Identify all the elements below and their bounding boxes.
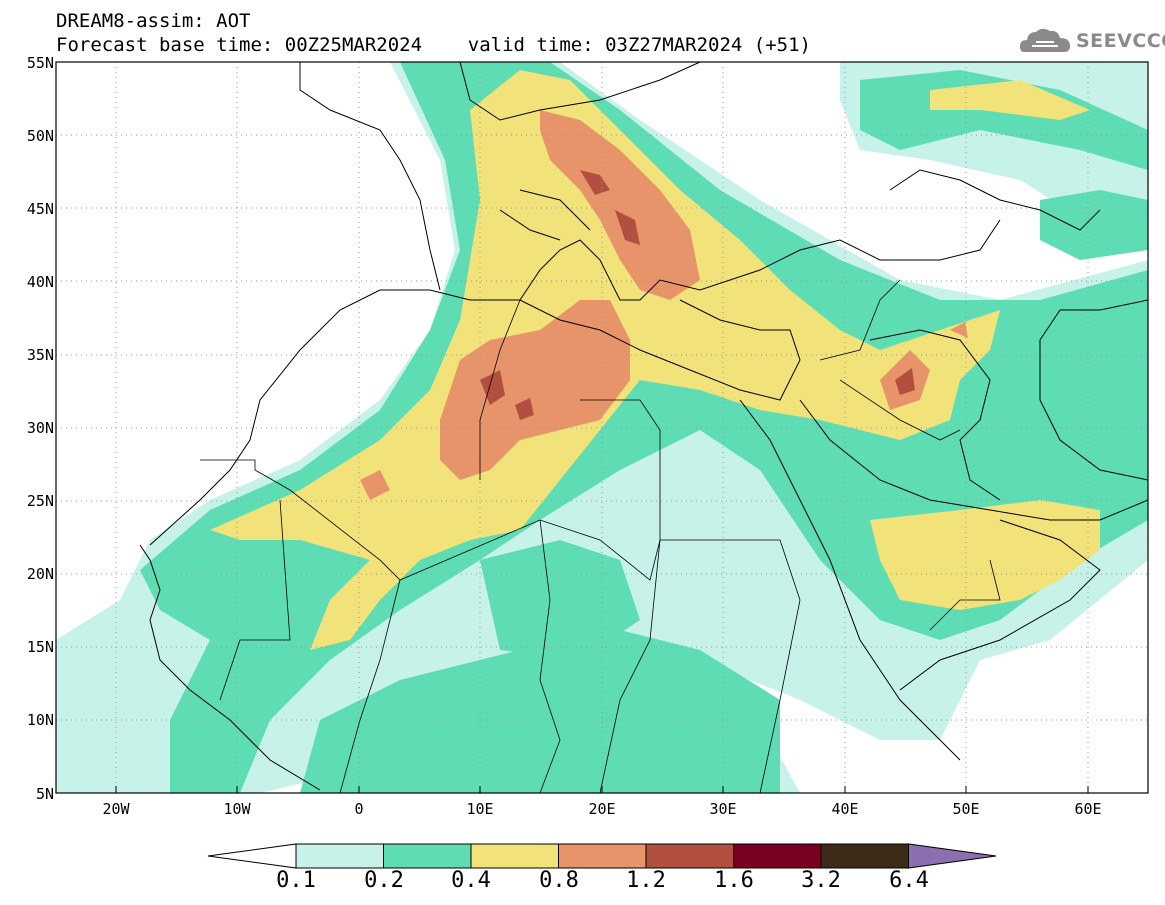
lon-label: 0 [354, 800, 364, 818]
colorbar-label: 3.2 [801, 868, 841, 893]
aot-contour-1.2 [480, 170, 915, 420]
colorbar-label: 0.1 [276, 868, 316, 893]
colorbar-label: 1.2 [626, 868, 666, 893]
colorbar-label: 0.2 [364, 868, 404, 893]
lat-label: 55N [26, 54, 54, 72]
lat-label: 50N [26, 127, 54, 145]
colorbar-label: 0.8 [539, 868, 579, 893]
lon-label: 20W [102, 800, 130, 818]
lat-label: 15N [26, 638, 54, 656]
coastlines [139, 62, 1148, 791]
lat-label: 20N [26, 565, 54, 583]
lat-label: 35N [26, 346, 54, 364]
aot-contour-0.8 [360, 110, 968, 500]
lat-label: 10N [26, 711, 54, 729]
lat-label: 30N [26, 419, 54, 437]
lon-label: 10E [466, 800, 494, 818]
lat-label: 45N [26, 200, 54, 218]
lon-label: 50E [952, 800, 980, 818]
forecast-time-line: Forecast base time: 00Z25MAR2024 valid t… [56, 34, 811, 56]
lon-label: 40E [831, 800, 859, 818]
lon-label: 60E [1074, 800, 1102, 818]
lon-label: 10W [223, 800, 251, 818]
logo-text: SEEVCCC [1076, 30, 1165, 52]
aot-contour-0.2 [140, 62, 1148, 793]
lon-label: 30E [709, 800, 737, 818]
lat-label: 25N [26, 492, 54, 510]
colorbar-label: 6.4 [889, 868, 929, 893]
lat-label: 5N [35, 785, 54, 803]
colorbar-label: 0.4 [451, 868, 491, 893]
map-title: DREAM8-assim: AOT [56, 10, 251, 32]
cloud-icon [1020, 28, 1070, 52]
lat-label: 40N [26, 273, 54, 291]
country-borders [200, 279, 1001, 793]
lat-lon-grid [56, 62, 1148, 793]
colorbar-label: 1.6 [714, 868, 754, 893]
lon-label: 20E [588, 800, 616, 818]
